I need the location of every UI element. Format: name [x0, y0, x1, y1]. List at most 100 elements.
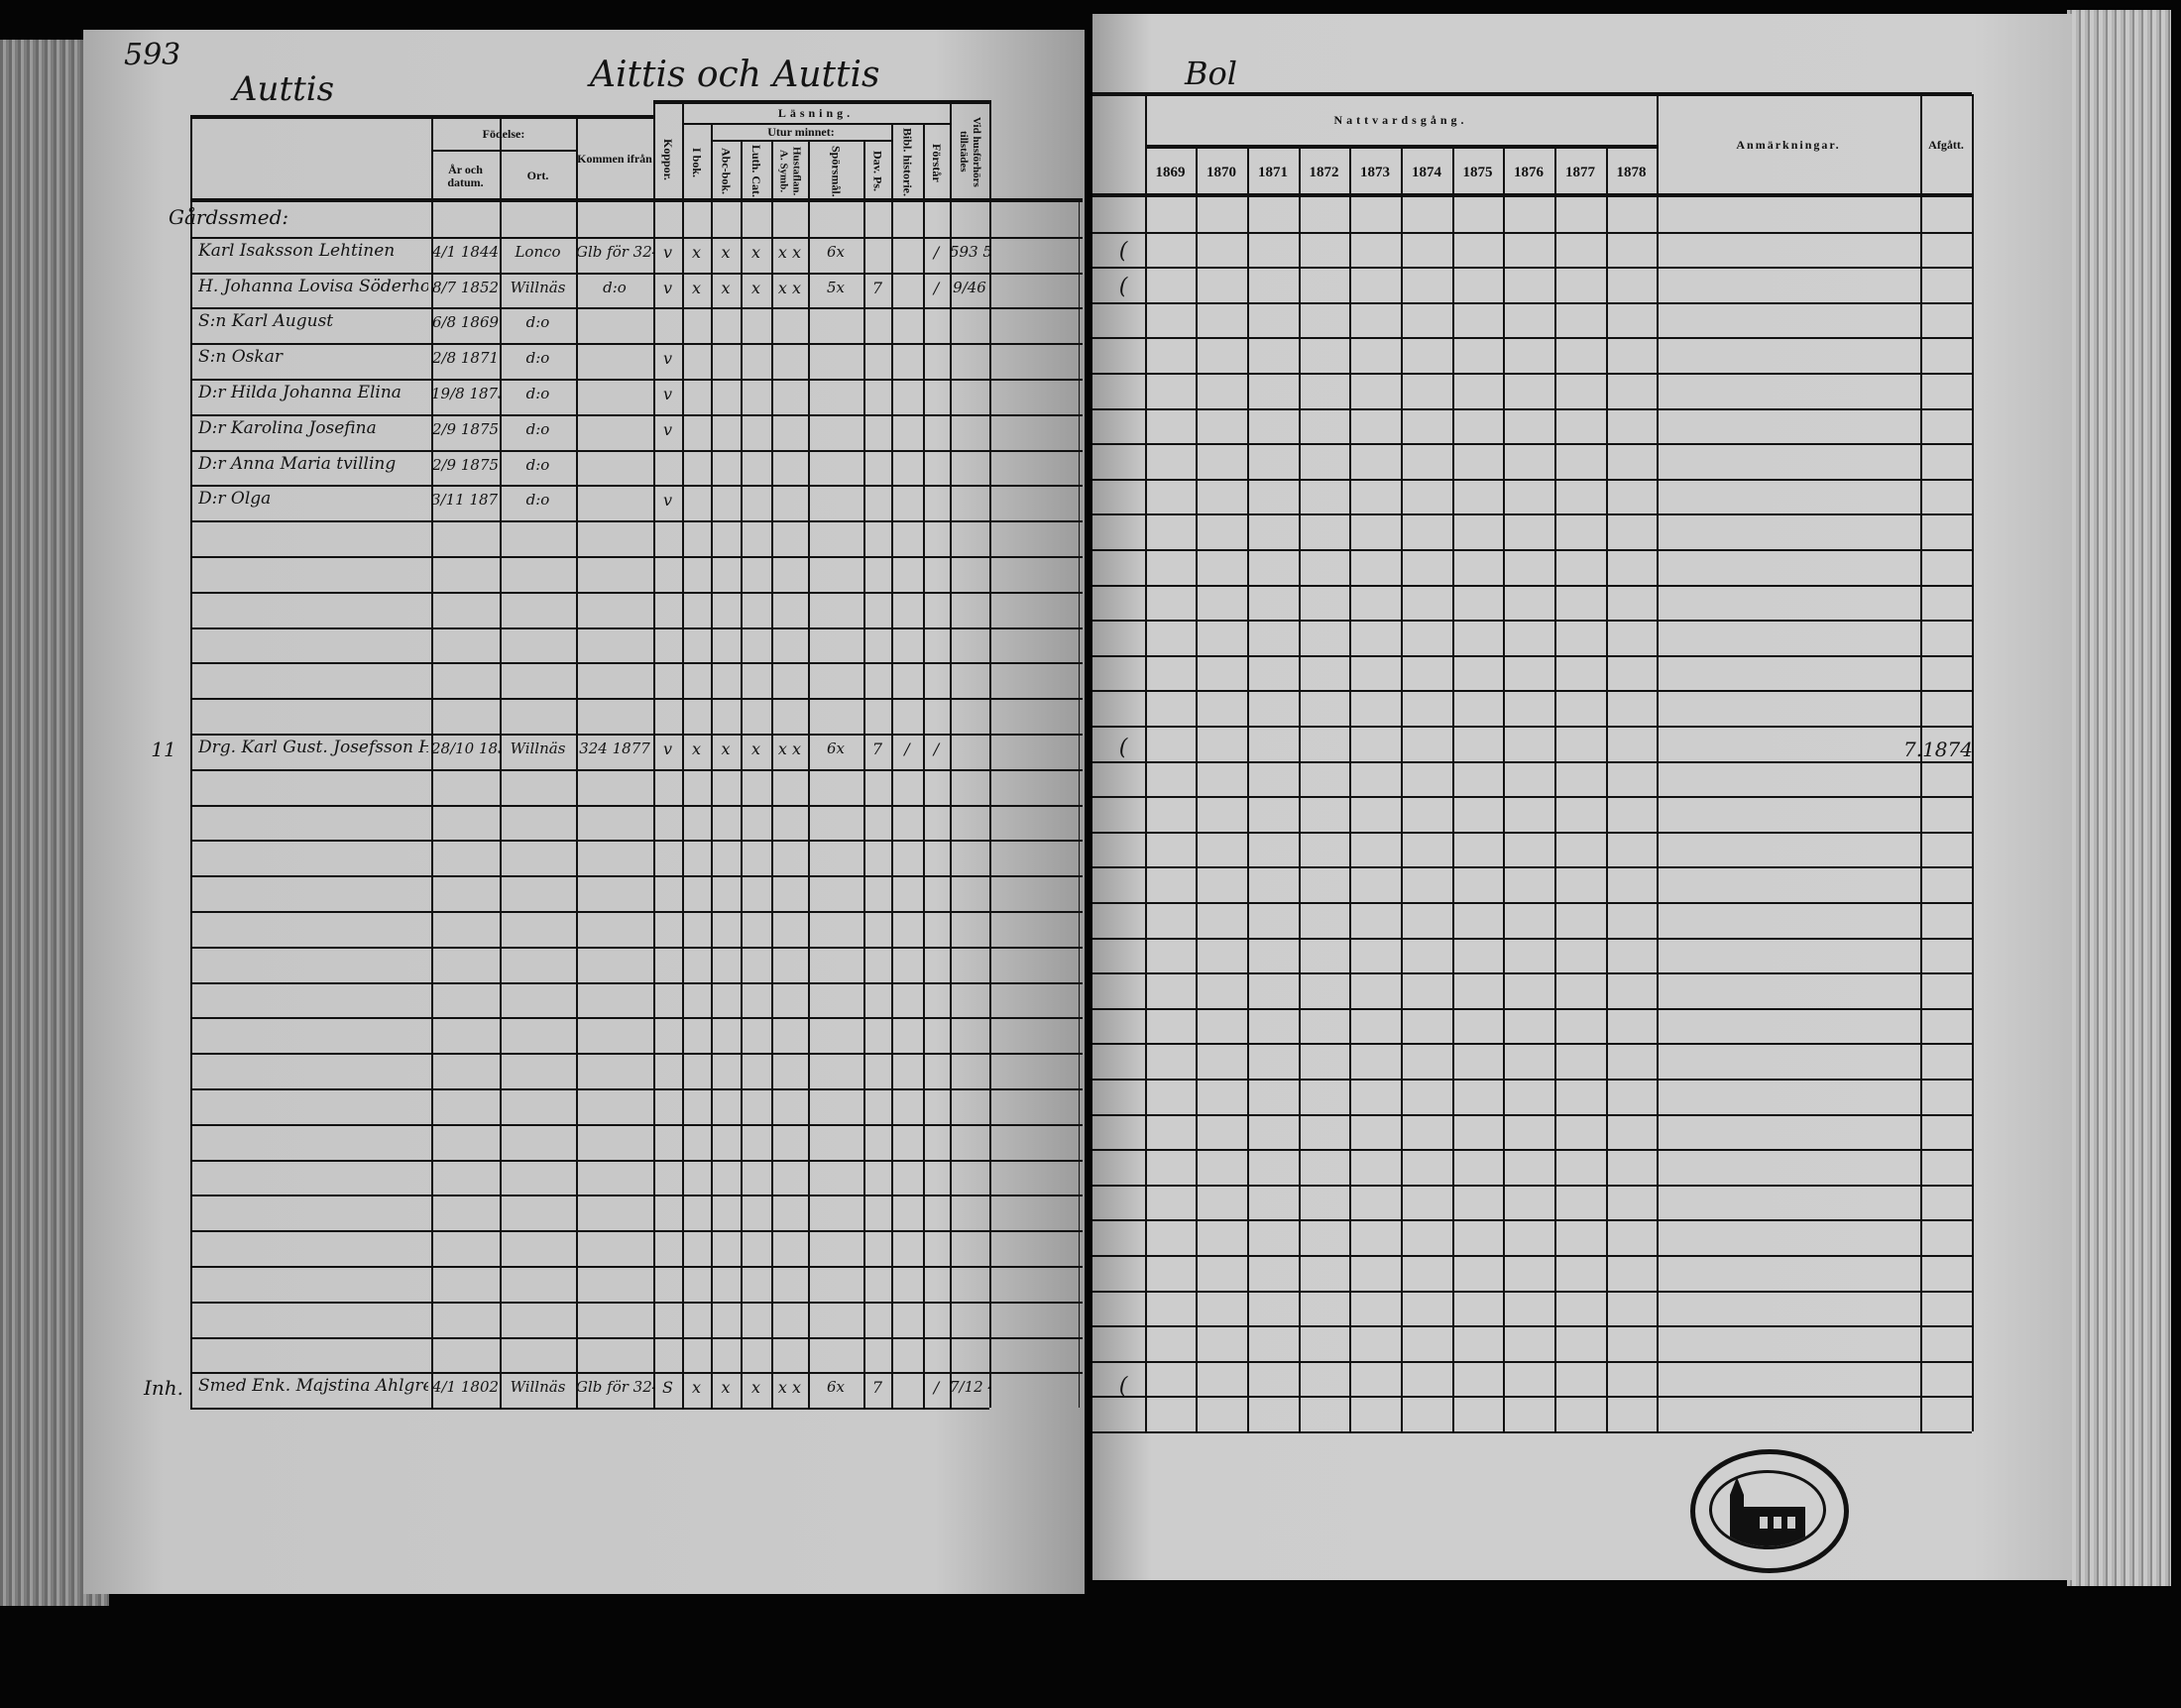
cell-forstar: /: [933, 278, 940, 297]
row-rule: [190, 1408, 989, 1411]
header-koppor: Koppor.: [661, 138, 675, 180]
row-rule: [1092, 1219, 1972, 1222]
cell-ort: d:o: [525, 349, 550, 368]
row-rule: [1092, 690, 1972, 693]
row-rule: [1092, 1043, 1972, 1046]
row-rule: [190, 1053, 1083, 1056]
year-header-1870: 1870: [1206, 164, 1236, 180]
cell-luth: x: [750, 1378, 761, 1398]
book-edge-right: [2067, 10, 2171, 1586]
person-name: Karl Isaksson Lehtinen: [198, 240, 396, 261]
column-rule: [1554, 145, 1556, 1431]
row-rule: [190, 1301, 1083, 1304]
cell-husta: x x: [777, 740, 802, 758]
header-anmarkningar: Anmärkningar.: [1736, 138, 1841, 152]
cell-luth: x: [750, 242, 761, 262]
row-rule: [1092, 407, 1972, 410]
cell-ort: d:o: [525, 385, 550, 402]
cell-date: 6/8 1869: [431, 313, 500, 332]
church-icon: [1709, 1470, 1826, 1549]
row-rule: [190, 734, 1083, 736]
cell-date: 4/1 1844: [431, 242, 500, 261]
column-rule: [1606, 145, 1608, 1431]
row-rule: [1092, 902, 1972, 904]
column-rule: [1196, 145, 1198, 1431]
row-rule: [190, 343, 1083, 346]
person-name: S:n Karl August: [198, 311, 334, 332]
row-rule: [190, 804, 1083, 807]
row-rule: [1092, 1290, 1972, 1293]
year-header-1878: 1878: [1616, 164, 1647, 180]
row-rule: [1092, 1325, 1972, 1328]
cell-husta: x x: [777, 278, 802, 297]
row-rule: [1092, 1396, 1972, 1399]
column-rule: [682, 100, 684, 1409]
person-name: D:r Anna Maria tvilling: [198, 453, 397, 474]
cell-koppor: v: [662, 491, 673, 511]
column-rule: [989, 100, 991, 1409]
row-rule: [190, 379, 1083, 381]
column-rule: [1299, 145, 1301, 1431]
cell-koppor: v: [662, 740, 673, 758]
header-top-rule: [653, 100, 989, 104]
column-rule: [923, 123, 925, 1409]
row-rule: [1092, 1360, 1972, 1363]
cell-date: 2/9 1875: [431, 419, 500, 438]
cell-ibok: x: [691, 740, 702, 758]
cell-luth: x: [750, 740, 761, 758]
row-rule: [1092, 1149, 1972, 1152]
cell-spors: 6x: [826, 1378, 845, 1397]
row-rule: [1092, 866, 1972, 869]
row-rule: [190, 485, 1083, 488]
margin-number: Inh.: [143, 1376, 184, 1401]
cell-from: Glb för 324: [576, 242, 653, 261]
row-rule: [1092, 231, 1972, 234]
margin-number: 11: [151, 738, 176, 761]
year-header-1871: 1871: [1258, 164, 1288, 180]
year-header-1869: 1869: [1155, 164, 1186, 180]
cell-dav: 7: [871, 740, 883, 758]
cell-koppor: S: [662, 1378, 673, 1398]
row-rule: [190, 662, 1083, 665]
cell-date: 8/7 1852: [431, 278, 500, 296]
cell-ort: Willnäs: [510, 1378, 566, 1397]
row-rule: [1092, 796, 1972, 799]
right-page-title: Bol: [1185, 55, 1238, 92]
column-rule: [950, 100, 952, 1409]
row-rule: [190, 698, 1083, 701]
row-rule: [190, 1230, 1083, 1233]
cell-forstar: /: [933, 242, 940, 262]
row-rule: [190, 1088, 1083, 1090]
row-rule: [190, 1159, 1083, 1162]
cell-koppor: v: [662, 242, 673, 262]
column-rule: [1401, 145, 1403, 1431]
column-rule: [863, 140, 865, 1409]
cell-ibok: x: [691, 278, 702, 297]
cell-vid: 9/46: [953, 278, 986, 296]
row-rule: [190, 875, 1083, 878]
header-hustaflan: Hustaflan. A. Symb.: [777, 146, 803, 196]
column-rule: [190, 115, 192, 1409]
row-rule: [1092, 267, 1972, 270]
cell-ort: d:o: [525, 313, 550, 332]
row-rule: [1092, 337, 1972, 340]
header-top-rule: [1092, 92, 1972, 96]
person-name: Smed Enk. Majstina Ahlgren: [198, 1376, 428, 1397]
row-rule: [190, 1017, 1083, 1020]
archive-stamp: [1690, 1449, 1849, 1573]
column-rule: [1972, 94, 1974, 1431]
header-luth-cat: Luth. Cat.: [749, 144, 763, 197]
row-rule: [1092, 443, 1972, 446]
afgatt-entry: 7.1874: [1903, 738, 1973, 761]
row-rule: [1092, 373, 1972, 375]
cell-ibok: x: [691, 242, 702, 262]
row-rule: [190, 1372, 1083, 1375]
row-rule: [190, 626, 1083, 629]
cell-forstar: /: [933, 1378, 940, 1398]
row-rule: [1092, 584, 1972, 587]
cell-forstar: /: [933, 740, 940, 758]
right-margin-mark: (: [1118, 238, 1128, 264]
cell-date: 4/1 1802: [431, 1378, 500, 1397]
column-rule: [431, 115, 433, 1409]
row-rule: [1092, 1184, 1972, 1187]
